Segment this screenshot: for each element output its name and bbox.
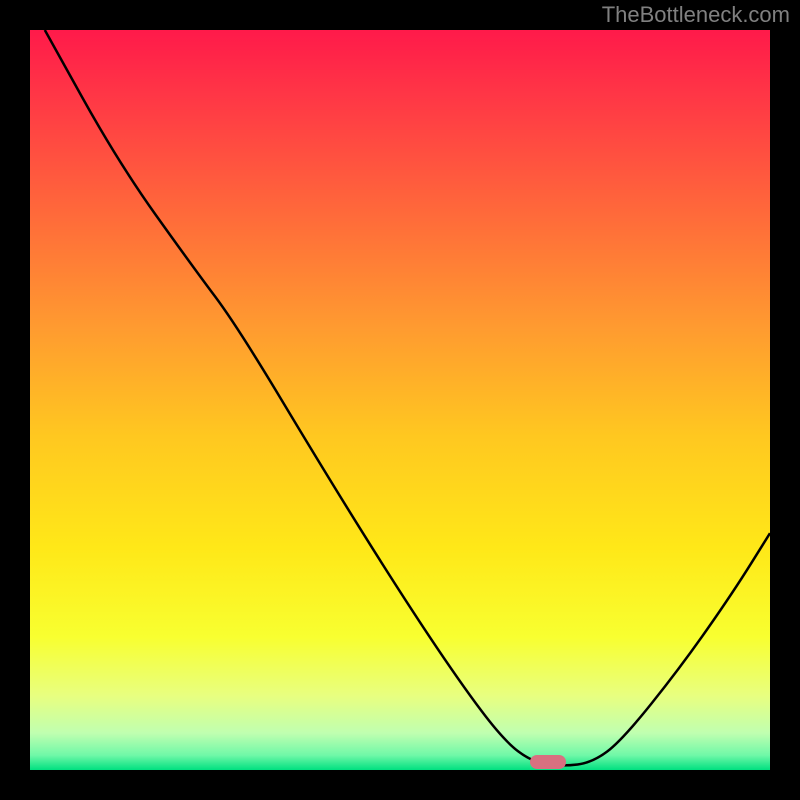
chart-area bbox=[30, 30, 770, 770]
watermark-text: TheBottleneck.com bbox=[602, 2, 790, 28]
optimal-marker bbox=[530, 755, 566, 769]
bottleneck-curve bbox=[30, 30, 770, 770]
